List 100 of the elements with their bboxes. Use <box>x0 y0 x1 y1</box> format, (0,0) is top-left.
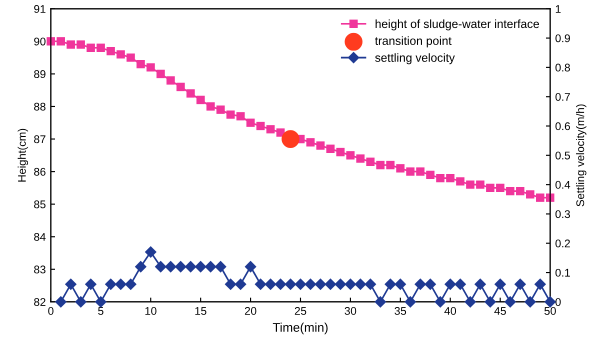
point <box>336 148 345 156</box>
point <box>206 102 215 111</box>
point <box>414 278 426 290</box>
y-tick-label: 89 <box>34 70 46 78</box>
y2-tick-label: 0.7 <box>555 92 570 101</box>
y2-tick-label: 0 <box>555 298 561 306</box>
point <box>356 154 365 163</box>
x-tick-label: 50 <box>544 307 556 315</box>
point <box>165 261 176 272</box>
point <box>86 44 95 52</box>
point <box>254 278 266 290</box>
point <box>454 278 466 290</box>
y2-tick-label: 0.2 <box>555 240 570 248</box>
y2-axis-title: Settling velocity(m/h) <box>576 104 586 206</box>
point <box>504 296 516 308</box>
point <box>416 167 424 176</box>
point <box>316 141 325 150</box>
point <box>426 170 434 180</box>
point <box>354 278 366 290</box>
point <box>516 186 524 196</box>
point <box>156 70 165 78</box>
y-tick-label: 86 <box>34 168 46 176</box>
y-tick-label: 90 <box>34 38 46 46</box>
x-tick-label: 0 <box>48 307 54 315</box>
point <box>334 278 346 290</box>
point <box>75 296 86 308</box>
point <box>284 278 296 290</box>
y-tick-label: 88 <box>34 102 46 111</box>
point <box>226 110 235 119</box>
point <box>116 50 125 59</box>
point <box>106 46 115 56</box>
y2-tick-label: 0.8 <box>555 64 570 72</box>
point <box>244 261 256 272</box>
point <box>96 44 105 52</box>
point <box>444 278 456 290</box>
point <box>224 278 236 290</box>
y2-tick-label: 0.4 <box>555 180 570 189</box>
point <box>46 37 55 46</box>
y-tick-label: 85 <box>34 200 46 208</box>
point <box>205 261 216 272</box>
point <box>524 296 536 308</box>
point <box>484 296 496 308</box>
point <box>366 158 375 166</box>
point <box>234 278 246 290</box>
y-tick-label: 82 <box>34 298 46 306</box>
point <box>456 177 464 186</box>
y-tick-label: 91 <box>34 5 46 13</box>
y-tick-label: 83 <box>34 266 46 274</box>
point <box>326 144 335 153</box>
point <box>304 278 316 290</box>
point <box>65 278 76 290</box>
point <box>546 193 554 202</box>
point <box>85 278 96 290</box>
point <box>396 164 405 173</box>
point <box>196 96 205 104</box>
point <box>55 296 66 308</box>
point <box>274 278 286 290</box>
x-tick-label: 20 <box>244 307 256 315</box>
point <box>76 40 85 49</box>
point <box>314 278 326 290</box>
x-tick-label: 10 <box>145 307 156 315</box>
point <box>214 261 226 272</box>
y2-tick-label: 0.1 <box>555 268 570 277</box>
point <box>126 53 135 62</box>
point <box>404 296 416 308</box>
point <box>474 278 486 290</box>
point <box>436 174 444 182</box>
point <box>514 278 526 290</box>
y2-tick-label: 0.6 <box>555 122 570 130</box>
y-tick-label: 87 <box>34 135 46 144</box>
y2-tick-label: 1 <box>556 5 561 13</box>
point <box>346 151 355 160</box>
point <box>264 278 276 290</box>
point <box>282 130 300 148</box>
y2-tick-label: 0.5 <box>555 152 570 160</box>
point <box>394 278 406 290</box>
point <box>155 261 166 272</box>
legend-label: transition point <box>375 36 452 48</box>
point <box>464 296 476 308</box>
point <box>476 180 484 189</box>
point <box>176 82 185 92</box>
point <box>56 37 65 46</box>
point <box>344 278 356 290</box>
point <box>434 296 446 308</box>
point <box>364 278 376 290</box>
point <box>374 296 386 308</box>
point <box>146 63 155 72</box>
point <box>324 278 336 290</box>
x-tick-label: 15 <box>195 307 206 315</box>
point <box>266 125 275 134</box>
point <box>534 278 546 290</box>
point <box>195 261 206 272</box>
point <box>384 278 396 290</box>
y2-tick-label: 0.3 <box>555 210 570 218</box>
legend-label: settling velocity <box>375 53 455 64</box>
x-tick-label: 25 <box>294 307 306 315</box>
point <box>486 184 494 192</box>
point <box>246 118 255 127</box>
point <box>376 160 385 170</box>
point <box>406 167 415 176</box>
